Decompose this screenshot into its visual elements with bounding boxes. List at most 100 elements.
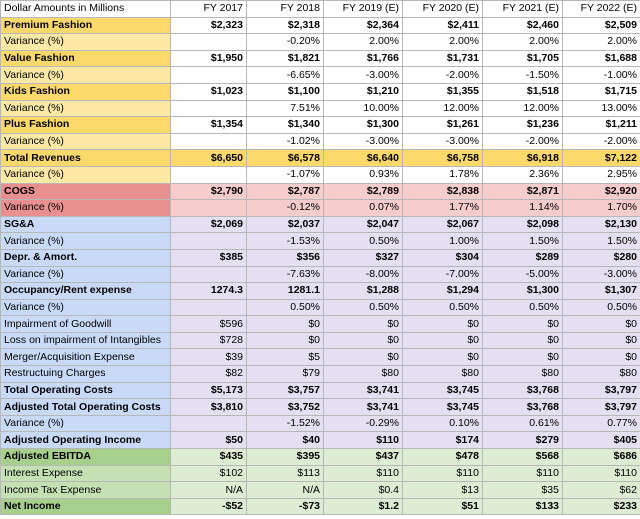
row-label[interactable]: Value Fashion xyxy=(0,49,171,68)
cell-value[interactable]: $1,307 xyxy=(562,282,640,300)
cell-value[interactable]: $2,509 xyxy=(562,16,640,35)
row-label[interactable]: Income Tax Expense xyxy=(0,481,171,499)
cell-value[interactable]: $1,211 xyxy=(562,116,640,134)
cell-value[interactable]: $0 xyxy=(562,331,640,350)
cell-value[interactable]: 1.50% xyxy=(562,232,640,250)
cell-value[interactable]: 0.50% xyxy=(246,298,324,317)
row-label[interactable]: Variance (%) xyxy=(0,232,171,250)
cell-value[interactable]: -5.00% xyxy=(482,265,563,284)
row-label[interactable]: Total Revenues xyxy=(0,149,171,167)
cell-value[interactable]: 1274.3 xyxy=(170,282,247,300)
cell-value[interactable]: $6,640 xyxy=(323,149,403,167)
cell-value[interactable]: $1,518 xyxy=(482,82,563,101)
cell-value[interactable]: $1,100 xyxy=(246,82,324,101)
cell-value[interactable]: $0.4 xyxy=(323,481,403,499)
cell-value[interactable]: $385 xyxy=(170,248,247,267)
cell-value[interactable]: $110 xyxy=(562,464,640,483)
cell-value[interactable]: $5 xyxy=(246,348,324,367)
cell-value[interactable]: $233 xyxy=(562,497,640,516)
cell-value[interactable]: $3,741 xyxy=(323,381,403,400)
cell-value[interactable]: 2.95% xyxy=(562,165,640,184)
cell-value[interactable]: $279 xyxy=(482,431,563,450)
cell-value[interactable]: $51 xyxy=(402,497,483,516)
cell-value[interactable]: $1,355 xyxy=(402,82,483,101)
cell-value[interactable]: -8.00% xyxy=(323,265,403,284)
cell-value[interactable]: -2.00% xyxy=(562,132,640,151)
row-label[interactable]: Variance (%) xyxy=(0,132,171,151)
cell-value[interactable]: 12.00% xyxy=(402,99,483,118)
cell-value[interactable] xyxy=(170,265,247,284)
cell-value[interactable]: $2,411 xyxy=(402,16,483,35)
cell-value[interactable]: $0 xyxy=(246,315,324,333)
row-label[interactable]: Interest Expense xyxy=(0,464,171,483)
cell-value[interactable]: $1,715 xyxy=(562,82,640,101)
cell-value[interactable]: $596 xyxy=(170,315,247,333)
cell-value[interactable]: $110 xyxy=(323,464,403,483)
row-label[interactable]: Variance (%) xyxy=(0,33,171,51)
cell-value[interactable]: 0.50% xyxy=(323,298,403,317)
row-label[interactable]: Depr. & Amort. xyxy=(0,248,171,267)
cell-value[interactable]: -1.53% xyxy=(246,232,324,250)
cell-value[interactable]: $0 xyxy=(562,315,640,333)
cell-value[interactable] xyxy=(170,33,247,51)
cell-value[interactable]: 0.93% xyxy=(323,165,403,184)
cell-value[interactable]: $133 xyxy=(482,497,563,516)
cell-value[interactable]: $39 xyxy=(170,348,247,367)
row-label[interactable]: Variance (%) xyxy=(0,298,171,317)
cell-value[interactable]: -0.12% xyxy=(246,199,324,217)
cell-value[interactable]: $1,023 xyxy=(170,82,247,101)
row-label[interactable]: Merger/Acquisition Expense xyxy=(0,348,171,367)
cell-value[interactable]: $0 xyxy=(562,348,640,367)
cell-value[interactable]: 0.50% xyxy=(402,298,483,317)
row-label[interactable]: Occupancy/Rent expense xyxy=(0,282,171,300)
cell-value[interactable]: -$52 xyxy=(170,497,247,516)
cell-value[interactable]: $3,797 xyxy=(562,381,640,400)
cell-value[interactable]: $110 xyxy=(323,431,403,450)
cell-value[interactable]: $395 xyxy=(246,448,324,466)
cell-value[interactable]: $102 xyxy=(170,464,247,483)
cell-value[interactable]: $2,323 xyxy=(170,16,247,35)
cell-value[interactable]: 0.50% xyxy=(323,232,403,250)
cell-value[interactable]: $35 xyxy=(482,481,563,499)
row-label[interactable]: Adjusted EBITDA xyxy=(0,448,171,466)
cell-value[interactable]: $3,768 xyxy=(482,381,563,400)
row-label[interactable]: Net Income xyxy=(0,497,171,516)
cell-value[interactable]: $62 xyxy=(562,481,640,499)
header-year[interactable]: FY 2022 (E) xyxy=(562,0,640,18)
header-year[interactable]: FY 2019 (E) xyxy=(323,0,403,18)
row-label[interactable]: Adjusted Total Operating Costs xyxy=(0,398,171,416)
cell-value[interactable]: $0 xyxy=(323,331,403,350)
cell-value[interactable]: $113 xyxy=(246,464,324,483)
cell-value[interactable]: $0 xyxy=(482,331,563,350)
cell-value[interactable]: $0 xyxy=(402,315,483,333)
cell-value[interactable]: $6,918 xyxy=(482,149,563,167)
cell-value[interactable]: $80 xyxy=(562,365,640,383)
cell-value[interactable]: $110 xyxy=(402,464,483,483)
cell-value[interactable]: -1.07% xyxy=(246,165,324,184)
cell-value[interactable]: 2.00% xyxy=(482,33,563,51)
cell-value[interactable]: -3.00% xyxy=(323,132,403,151)
cell-value[interactable]: 1.70% xyxy=(562,199,640,217)
cell-value[interactable] xyxy=(170,298,247,317)
cell-value[interactable]: $289 xyxy=(482,248,563,267)
row-label[interactable]: Premium Fashion xyxy=(0,16,171,35)
cell-value[interactable]: $40 xyxy=(246,431,324,450)
cell-value[interactable] xyxy=(170,99,247,118)
cell-value[interactable] xyxy=(170,66,247,84)
cell-value[interactable]: $1,288 xyxy=(323,282,403,300)
row-label[interactable]: Variance (%) xyxy=(0,66,171,84)
cell-value[interactable]: -1.52% xyxy=(246,414,324,433)
row-label[interactable]: Restructuing Charges xyxy=(0,365,171,383)
cell-value[interactable]: $3,768 xyxy=(482,398,563,416)
cell-value[interactable]: -2.00% xyxy=(482,132,563,151)
cell-value[interactable]: 2.00% xyxy=(562,33,640,51)
cell-value[interactable]: $304 xyxy=(402,248,483,267)
cell-value[interactable]: -$73 xyxy=(246,497,324,516)
cell-value[interactable]: 1.14% xyxy=(482,199,563,217)
cell-value[interactable]: $6,650 xyxy=(170,149,247,167)
cell-value[interactable]: -7.00% xyxy=(402,265,483,284)
cell-value[interactable]: -3.00% xyxy=(402,132,483,151)
cell-value[interactable]: 0.10% xyxy=(402,414,483,433)
cell-value[interactable]: $2,364 xyxy=(323,16,403,35)
cell-value[interactable]: $435 xyxy=(170,448,247,466)
